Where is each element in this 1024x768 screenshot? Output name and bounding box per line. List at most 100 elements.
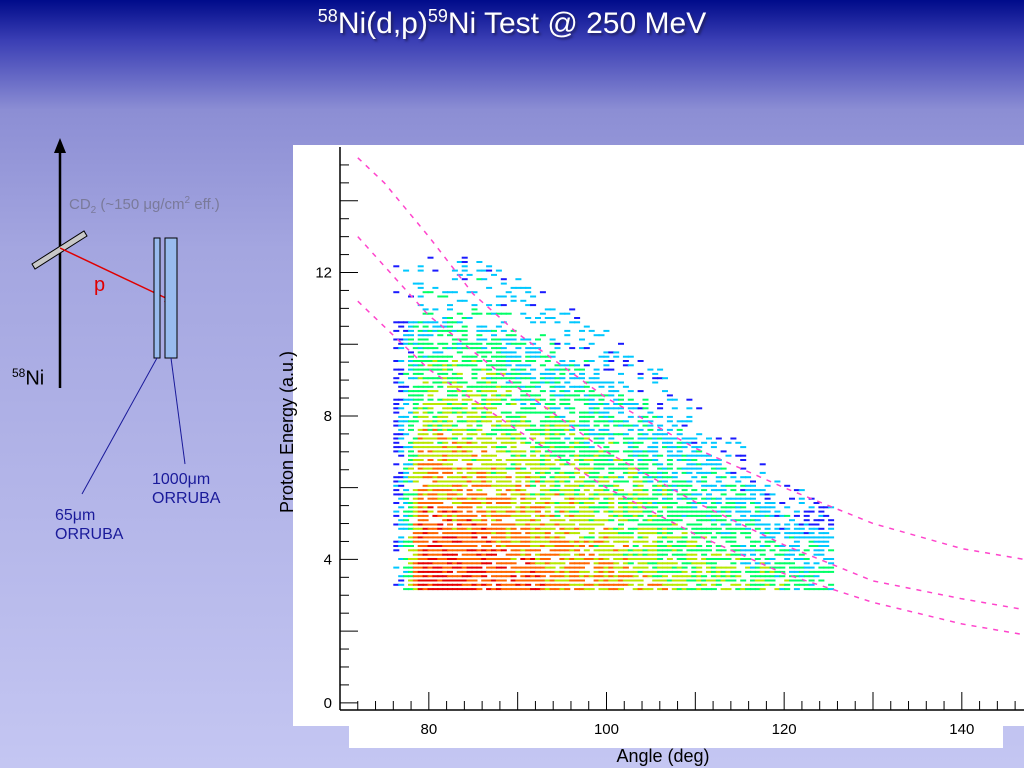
heatmap-cell: [657, 549, 664, 552]
heatmap-cell: [437, 433, 444, 436]
kinematic-curve-2: [357, 236, 1024, 611]
heatmap-cell: [730, 579, 737, 582]
heatmap-cell: [422, 575, 429, 578]
heatmap-cell: [564, 514, 571, 517]
heatmap-cell: [735, 545, 742, 547]
heatmap-cell: [451, 433, 458, 436]
heatmap-cell: [764, 484, 771, 487]
heatmap-cell: [725, 527, 732, 530]
heatmap-cell: [793, 583, 800, 586]
heatmap-cell: [818, 506, 825, 509]
heatmap-cell: [813, 523, 820, 526]
heatmap-cell: [750, 553, 756, 556]
heatmap-cell: [500, 463, 507, 466]
heatmap-cell: [818, 540, 825, 543]
heatmap-cell: [417, 329, 424, 332]
heatmap-cell: [544, 463, 551, 466]
heatmap-cell: [598, 420, 605, 423]
heatmap-cell: [593, 575, 600, 578]
heatmap-cell: [442, 545, 449, 547]
heatmap-cell: [588, 467, 595, 470]
heatmap-cell: [539, 428, 546, 431]
heatmap-cell: [764, 575, 771, 578]
heatmap-cell: [618, 411, 624, 414]
heatmap-cell: [676, 579, 683, 582]
heatmap-cell: [544, 428, 551, 431]
heatmap-cell: [486, 269, 493, 272]
heatmap-cell: [681, 540, 688, 543]
heatmap-cell: [403, 523, 410, 526]
heatmap-cell: [412, 502, 419, 504]
heatmap-cell: [823, 514, 830, 517]
heatmap-cell: [686, 514, 693, 517]
heatmap-cell: [520, 553, 527, 556]
heatmap-cell: [579, 437, 585, 440]
heatmap-cell: [486, 407, 493, 410]
heatmap-cell: [725, 532, 732, 535]
heatmap-cell: [686, 441, 693, 444]
heatmap-cell: [471, 411, 478, 414]
heatmap-cell: [476, 480, 483, 483]
heatmap-cell: [676, 588, 683, 591]
heatmap-cell: [637, 493, 644, 496]
heatmap-cell: [412, 411, 419, 414]
heatmap-cell: [564, 381, 571, 384]
heatmap-cell: [403, 510, 410, 513]
heatmap-cell: [544, 355, 551, 358]
heatmap-cell: [608, 360, 615, 362]
heatmap-cell: [559, 420, 566, 423]
heatmap-cell: [666, 484, 673, 487]
heatmap-cell: [764, 514, 771, 517]
heatmap-cell: [471, 583, 478, 586]
heatmap-cell: [510, 553, 517, 556]
heatmap-cell: [569, 308, 576, 311]
heatmap-cell: [422, 545, 429, 547]
heatmap-cell: [764, 583, 771, 586]
heatmap-cell: [652, 441, 659, 444]
heatmap-cell: [564, 403, 571, 405]
heatmap-cell: [451, 454, 458, 457]
heatmap-cell: [559, 532, 566, 535]
heatmap-cell: [505, 338, 512, 341]
heatmap-cell: [725, 579, 732, 582]
heatmap-cell: [500, 506, 507, 509]
heatmap-cell: [740, 549, 747, 552]
heatmap-cell: [715, 583, 722, 586]
heatmap-cell: [535, 527, 541, 530]
heatmap-cell: [706, 527, 712, 530]
heatmap-cell: [437, 497, 444, 500]
heatmap-cell: [735, 558, 742, 560]
heatmap-cell: [520, 570, 527, 573]
heatmap-cell: [686, 484, 693, 487]
heatmap-cell: [481, 519, 488, 522]
heatmap-cell: [417, 390, 424, 393]
heatmap-cell: [710, 463, 717, 466]
heatmap-cell: [417, 459, 424, 461]
heatmap-cell: [481, 553, 488, 556]
heatmap-cell: [525, 570, 532, 573]
heatmap-cell: [520, 545, 527, 547]
heatmap-cell: [466, 398, 473, 401]
heatmap-cell: [823, 558, 830, 560]
heatmap-cell: [725, 523, 732, 526]
heatmap-cell: [417, 532, 424, 535]
heatmap-cell: [686, 467, 693, 470]
heatmap-cell: [432, 562, 439, 565]
heatmap-cell: [671, 484, 678, 487]
heatmap-cell: [495, 450, 502, 453]
heatmap-cell: [559, 502, 566, 504]
heatmap-cell: [447, 519, 453, 522]
heatmap-cell: [549, 588, 556, 591]
heatmap-cell: [471, 523, 478, 526]
heatmap-cell: [427, 441, 434, 444]
heatmap-cell: [662, 532, 668, 535]
heatmap-cell: [412, 454, 419, 457]
heatmap-cell: [466, 588, 473, 591]
heatmap-cell: [539, 502, 546, 504]
heatmap-cell: [637, 506, 644, 509]
heatmap-cell: [432, 493, 439, 496]
heatmap-cell: [471, 497, 478, 500]
heatmap-cell: [618, 497, 624, 500]
heatmap-cell: [627, 553, 634, 556]
heatmap-cell: [579, 329, 585, 332]
